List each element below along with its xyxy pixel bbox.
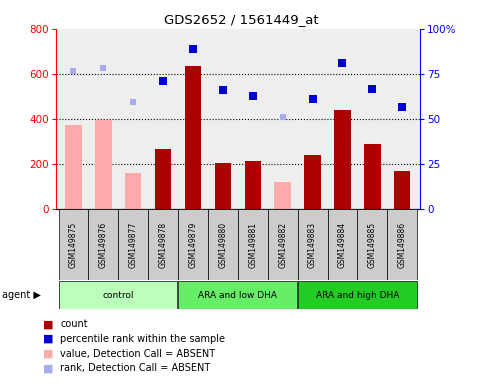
Text: ■: ■ [43,319,54,329]
Bar [298,209,327,280]
Text: ARA and high DHA: ARA and high DHA [316,291,399,300]
Text: GSM149884: GSM149884 [338,222,347,268]
Text: GSM149877: GSM149877 [129,222,138,268]
Bar [268,209,298,280]
Point [219,87,227,93]
Point [249,93,256,99]
Bar [118,209,148,280]
Point [279,114,286,120]
Bar [327,209,357,280]
Text: ■: ■ [43,363,54,373]
Text: ■: ■ [43,334,54,344]
Text: GSM149881: GSM149881 [248,222,257,268]
Bar [155,149,171,209]
Point [398,104,406,110]
Text: GSM149886: GSM149886 [398,222,407,268]
Bar [95,120,112,209]
Bar [58,209,88,280]
Bar [334,110,351,209]
Bar [208,209,238,280]
Text: GSM149879: GSM149879 [188,222,198,268]
Bar [238,209,268,280]
Text: percentile rank within the sample: percentile rank within the sample [60,334,226,344]
Text: GSM149882: GSM149882 [278,222,287,268]
Bar [148,209,178,280]
Point [159,78,167,84]
Bar [65,125,82,209]
Text: GSM149875: GSM149875 [69,222,78,268]
Text: GDS2652 / 1561449_at: GDS2652 / 1561449_at [164,13,319,26]
Bar [244,161,261,209]
Text: ARA and low DHA: ARA and low DHA [199,291,277,300]
Text: GSM149880: GSM149880 [218,222,227,268]
Bar [185,66,201,209]
Bar [298,281,417,309]
Point [70,68,77,74]
Point [129,99,137,105]
Bar [357,209,387,280]
Text: control: control [102,291,134,300]
Bar [364,144,381,209]
Bar [178,281,297,309]
Bar [178,209,208,280]
Bar [304,155,321,209]
Text: ■: ■ [43,349,54,359]
Bar [58,281,177,309]
Point [99,65,107,71]
Point [309,96,316,102]
Text: GSM149876: GSM149876 [99,222,108,268]
Point [369,86,376,92]
Bar [274,182,291,209]
Text: agent ▶: agent ▶ [2,290,41,300]
Bar [394,171,411,209]
Text: value, Detection Call = ABSENT: value, Detection Call = ABSENT [60,349,215,359]
Point [339,60,346,66]
Bar [215,163,231,209]
Text: GSM149885: GSM149885 [368,222,377,268]
Text: rank, Detection Call = ABSENT: rank, Detection Call = ABSENT [60,363,211,373]
Text: GSM149878: GSM149878 [158,222,168,268]
Point [189,46,197,52]
Bar [125,173,142,209]
Text: GSM149883: GSM149883 [308,222,317,268]
Text: count: count [60,319,88,329]
Bar [387,209,417,280]
Bar [88,209,118,280]
